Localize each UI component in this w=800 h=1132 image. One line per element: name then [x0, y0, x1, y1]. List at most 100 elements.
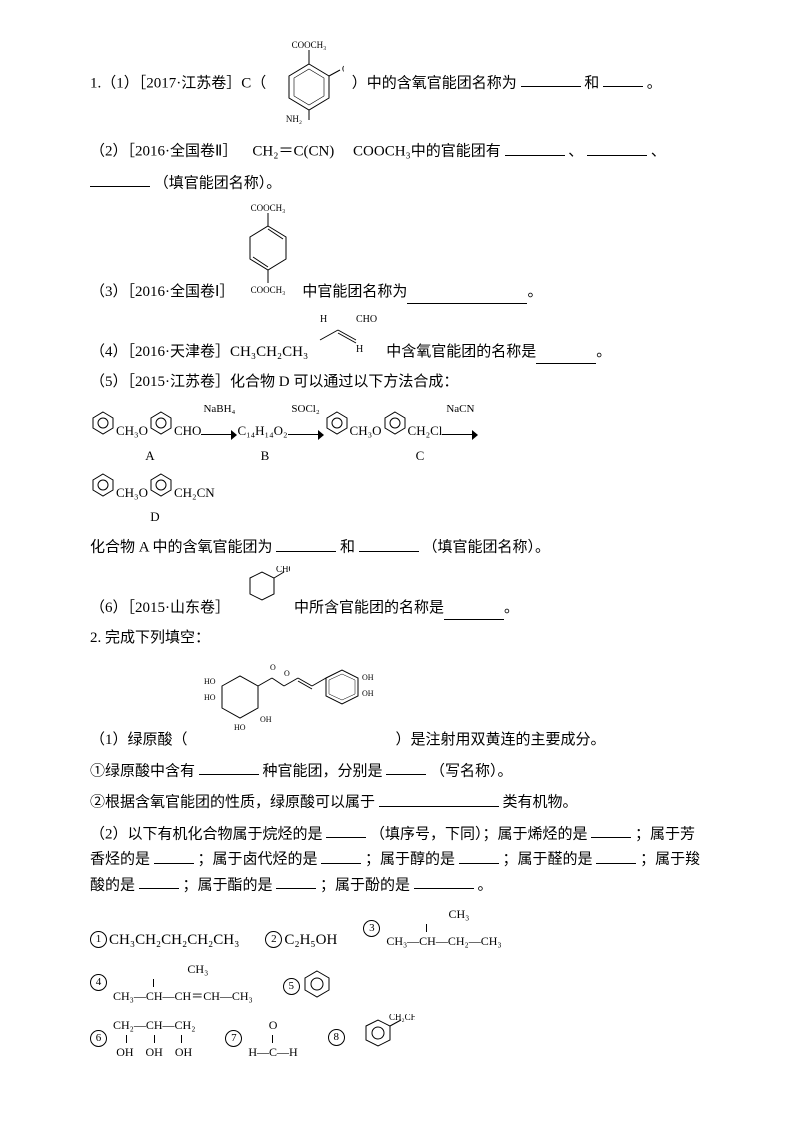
q2-2-a: （填序号，下同）；属于烯烃的是 — [370, 826, 588, 842]
blank — [154, 846, 194, 864]
q2-1-s2: ②根据含氧官能团的性质，绿原酸可以属于 类有机物。 — [90, 789, 710, 815]
seg-d2: CH₂CN — [174, 483, 215, 504]
blank — [596, 846, 636, 864]
q1-4-left: CH₃CH₂CH₃ — [230, 340, 308, 364]
benzene-aminomethoxy-ester: COOCH₃ OCH₃ NH₂ — [274, 36, 344, 132]
svg-text:COOCH₃: COOCH₃ — [251, 203, 286, 213]
sep1: 、 — [568, 144, 583, 160]
q2-2-lead: （2）以下有机化合物属于烷烃的是 — [90, 826, 323, 842]
opt2-text: C₂H₅OH — [284, 928, 337, 952]
svg-text:HO: HO — [234, 723, 246, 732]
cyclohexadiene-diester: COOCH₃ COOCH₃ — [238, 201, 298, 304]
q1-6: （6）［2015·山东卷］ CHO 中所含官能团的名称是 。 — [90, 566, 710, 620]
q1-5-row2: CH₃O CH₂CN — [90, 471, 710, 504]
frag2: COOCH₃中的官能团有 — [353, 144, 501, 160]
blank — [603, 70, 643, 88]
q2-1: （1）绿原酸（ HO HO HO OH O O OH OH — [90, 656, 710, 752]
benzene-icon — [324, 409, 350, 442]
q2-2-d: ；属于醇的是 — [365, 852, 455, 868]
blank — [587, 138, 647, 156]
opt-6: 6 CH₂—CH—CH₂ OH OH OH — [90, 1016, 199, 1062]
blank — [326, 821, 366, 839]
svg-text:OH: OH — [362, 673, 374, 682]
opt-3: 3 CH₃ CH₃—CH—CH₂—CH₃ — [363, 905, 505, 951]
benzene-icon — [148, 471, 174, 504]
arrow-socl2: SOCl₂ — [288, 400, 324, 442]
svg-text:O: O — [270, 663, 276, 672]
q1-4-end: 。 — [596, 340, 611, 364]
q1-5-lead: （5）［2015·江苏卷］化合物 D 可以通过以下方法合成： — [90, 370, 710, 394]
blank — [414, 872, 474, 890]
q2-2: （2）以下有机化合物属于烷烃的是 （填序号，下同）；属于烯烃的是 ；属于芳香烃的… — [90, 821, 710, 898]
seg-c1: CH₃O — [350, 421, 382, 442]
svg-text:OH: OH — [260, 715, 272, 724]
q1-5-labels-2: D — [90, 507, 710, 528]
opt-num: 8 — [328, 1029, 345, 1046]
benzene-icon — [90, 409, 116, 442]
options-row-1: 1 CH₃CH₂CH₂CH₂CH₃ 2 C₂H₅OH 3 CH₃ CH₃—CH—… — [90, 905, 710, 951]
lbl-b: B — [210, 446, 320, 467]
q2-2-end: 。 — [478, 877, 493, 893]
blank — [521, 70, 581, 88]
cyclohexene-cho: CHO — [234, 566, 290, 620]
svg-text:H: H — [320, 314, 327, 325]
blank — [591, 821, 631, 839]
opt7-struct: O H—C—H — [248, 1016, 297, 1062]
label-cooch3: COOCH₃ — [292, 40, 327, 50]
q1-4: （4）［2016·天津卷］ CH₃CH₂CH₃ H CHO H 中含氧官能团的名… — [90, 310, 710, 364]
s1b: 种官能团，分别是 — [263, 763, 383, 779]
q1-1-end: 。 — [647, 75, 662, 91]
blank — [379, 789, 499, 807]
chlorogenic-acid-structure: HO HO HO OH O O OH OH — [192, 656, 392, 752]
blank — [407, 287, 527, 305]
blank — [536, 347, 596, 365]
q1-2-tail: （填官能团名称）。 — [154, 175, 282, 191]
lbl-a: A — [90, 446, 210, 467]
options-row-3: 6 CH₂—CH—CH₂ OH OH OH 7 O — [90, 1014, 710, 1062]
benzene-icon — [302, 968, 332, 1006]
arrow-nabh4: NaBH₄ — [201, 400, 237, 442]
q2-2-e: ；属于醛的是 — [503, 852, 593, 868]
page-root: 1.（1）［2017·江苏卷］C（ COOCH₃ OCH₃ NH₂ ）中的含氧官… — [0, 0, 800, 1100]
opt-1: 1 CH₃CH₂CH₂CH₂CH₃ — [90, 928, 239, 952]
svg-text:HO: HO — [204, 677, 216, 686]
q1-5-row1: CH₃O CHO NaBH₄ C₁₄H₁₄O₂ SOCl₂ CH₃O CH₂Cl… — [90, 400, 710, 442]
blank — [444, 602, 504, 620]
q1-2-lead: （2）［2016·全国卷Ⅱ］ — [90, 144, 237, 160]
opt-num: 3 — [363, 920, 380, 937]
opt-num: 6 — [90, 1030, 107, 1047]
opt-num: 4 — [90, 974, 107, 991]
q1-3-lead: （3）［2016·全国卷Ⅰ］ — [90, 280, 234, 304]
q1-4-mid: 中含氧官能团的名称是 — [386, 340, 536, 364]
q2-1-lead: （1）绿原酸（ — [90, 728, 188, 752]
q1-5-and: 和 — [340, 540, 355, 556]
q1-3: （3）［2016·全国卷Ⅰ］ COOCH₃ COOCH₃ 中官能团名称为 。 — [90, 201, 710, 304]
q1-3-end: 。 — [527, 280, 542, 304]
blank — [90, 170, 150, 188]
seg-c2: CH₂Cl — [408, 421, 443, 442]
q1-4-lead: （4）［2016·天津卷］ — [90, 340, 230, 364]
s1c: （写名称）。 — [430, 763, 513, 779]
q1-5-tail: （填官能团名称）。 — [423, 540, 551, 556]
lbl-c: C — [320, 446, 520, 467]
options-row-2: 4 CH₃ CH₃—CH—CH＝CH—CH₃ 5 — [90, 960, 710, 1006]
q1-1-mid: ）中的含氧官能团名称为 — [352, 75, 517, 91]
sep2: 、 — [651, 144, 666, 160]
arrow-nacn: NaCN — [442, 400, 478, 442]
svg-text:OH: OH — [362, 689, 374, 698]
q2-head: 2. 完成下列填空： — [90, 626, 710, 650]
q2-2-h: ；属于酚的是 — [320, 877, 410, 893]
svg-text:CH₂CH₃: CH₂CH₃ — [389, 1014, 415, 1022]
lbl-d: D — [90, 507, 220, 528]
q1-6-mid: 中所含官能团的名称是 — [294, 596, 444, 620]
blank — [276, 872, 316, 890]
blank — [459, 846, 499, 864]
q2-1-s1: ①绿原酸中含有 种官能团，分别是 （写名称）。 — [90, 758, 710, 784]
q1-5-labels-1: A B C — [90, 446, 710, 467]
q1-2-tail-line: （填官能团名称）。 — [90, 170, 710, 196]
q1-5-ask: 化合物 A 中的含氧官能团为 和 （填官能团名称）。 — [90, 534, 710, 560]
seg-a1: CH₃O — [116, 421, 148, 442]
opt-num: 7 — [225, 1030, 242, 1047]
opt8-struct: CH₂CH₃ — [351, 1014, 415, 1062]
opt-7: 7 O H—C—H — [225, 1016, 301, 1062]
